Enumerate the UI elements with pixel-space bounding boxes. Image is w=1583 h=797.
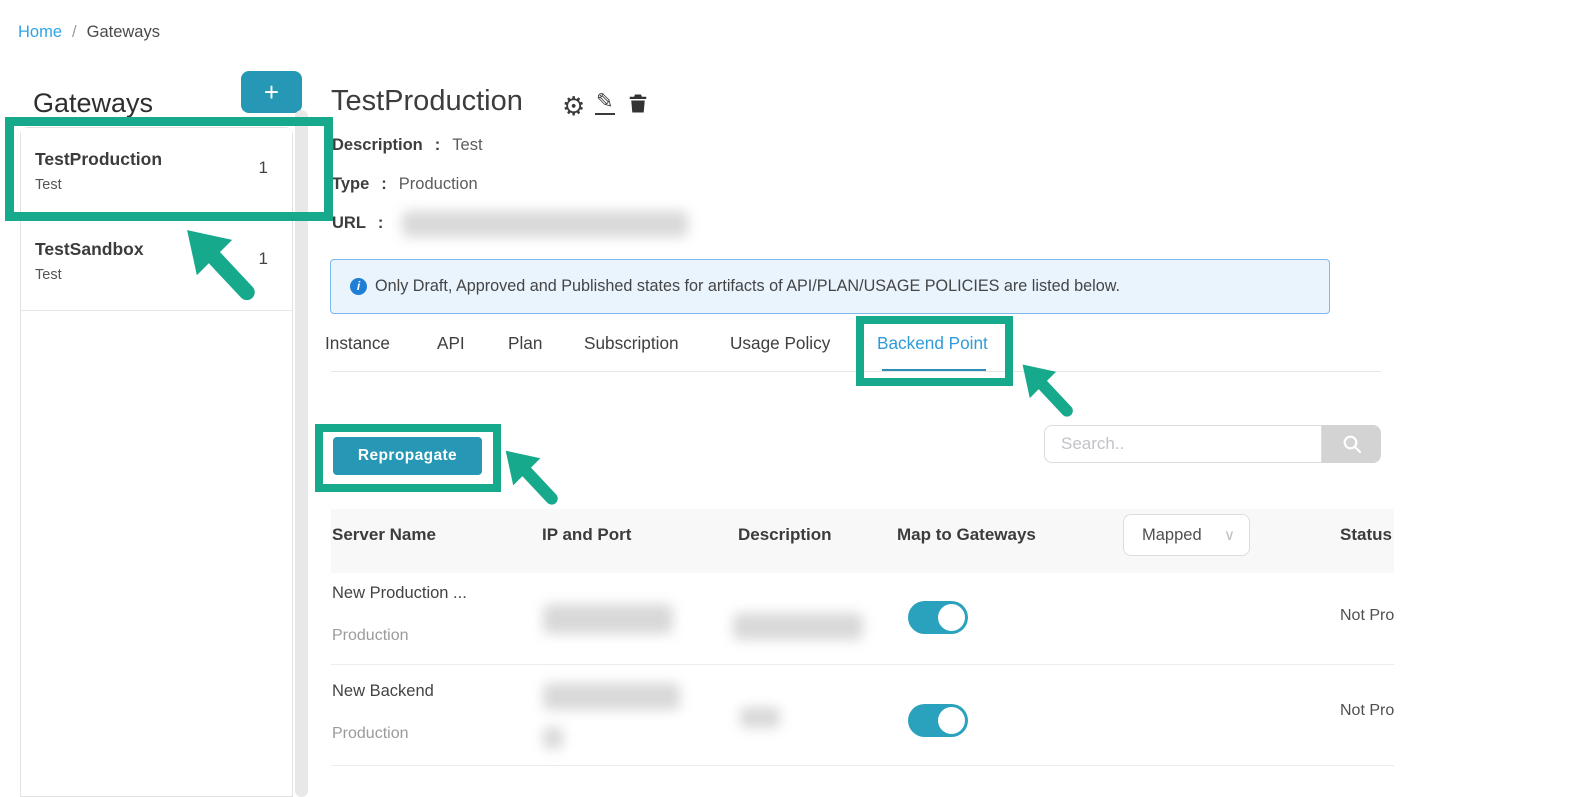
field-label: Description	[332, 136, 423, 154]
redacted-description-value	[740, 707, 780, 728]
search-button[interactable]	[1322, 425, 1381, 463]
tab-usage-policy[interactable]: Usage Policy	[730, 333, 831, 353]
column-header-status: Status	[1340, 525, 1392, 544]
toggle-knob	[938, 604, 965, 631]
server-name-cell: New Backend	[332, 682, 434, 700]
column-header-server-name: Server Name	[332, 525, 436, 544]
gateway-list-panel: TestProduction Test 1 TestSandbox Test 1	[20, 127, 293, 797]
settings-icon[interactable]: ⚙	[562, 91, 586, 121]
server-type-cell: Production	[332, 627, 409, 644]
server-type-cell: Production	[332, 725, 409, 742]
sidebar-scrollbar[interactable]	[295, 110, 308, 797]
map-to-gateway-toggle[interactable]	[908, 601, 968, 634]
redacted-ip-value	[543, 683, 680, 710]
mapped-filter-dropdown[interactable]: Mapped ∨	[1123, 514, 1250, 556]
field-separator: :	[381, 175, 387, 193]
page-title: TestProduction	[331, 85, 523, 117]
row-divider	[331, 765, 1394, 766]
tab-subscription[interactable]: Subscription	[584, 333, 679, 353]
field-label: URL	[332, 214, 366, 232]
edit-icon[interactable]: ✎	[595, 90, 615, 115]
column-header-ip-and-port: IP and Port	[542, 525, 632, 544]
field-label: Type	[332, 175, 370, 193]
status-cell: Not Propagated	[1340, 702, 1394, 719]
info-icon: i	[350, 278, 367, 295]
tab-api[interactable]: API	[437, 333, 465, 353]
field-description: Description: Test	[332, 136, 483, 155]
redacted-ip-value	[543, 604, 673, 634]
column-header-map-to-gateways: Map to Gateways	[897, 525, 1036, 544]
gateway-name: TestSandbox	[35, 239, 144, 259]
field-separator: :	[377, 214, 384, 232]
map-to-gateway-toggle[interactable]	[908, 704, 968, 737]
search-icon	[1343, 435, 1361, 454]
tab-plan[interactable]: Plan	[508, 333, 543, 353]
tab-backend-point[interactable]: Backend Point	[877, 333, 988, 353]
redacted-description-value	[733, 613, 863, 640]
info-banner-text: Only Draft, Approved and Published state…	[375, 277, 1120, 295]
delete-icon[interactable]	[629, 93, 647, 119]
breadcrumb-separator: /	[72, 23, 77, 41]
field-url: URL:	[332, 214, 395, 233]
breadcrumb: Home / Gateways	[18, 23, 160, 42]
gateway-count: 1	[258, 249, 268, 268]
repropagate-button[interactable]: Repropagate	[333, 437, 482, 475]
column-header-description: Description	[738, 525, 832, 544]
info-banner: i Only Draft, Approved and Published sta…	[330, 259, 1330, 314]
server-name-cell: New Production ...	[332, 584, 467, 602]
annotation-arrow-repropagate	[505, 450, 558, 505]
sidebar-title: Gateways	[33, 88, 154, 118]
gateway-description: Test	[35, 177, 62, 193]
gateway-name: TestProduction	[35, 149, 163, 169]
status-cell: Not Propagated	[1340, 607, 1394, 624]
annotation-arrow-backend-point-tab	[1022, 364, 1073, 417]
toggle-knob	[938, 707, 965, 734]
tabs-divider	[331, 371, 1381, 372]
viewport-clip: Home / Gateways Gateways + TestProduction …	[5, 23, 1394, 797]
breadcrumb-home-link[interactable]: Home	[18, 23, 63, 41]
table-row: New Production ... Production Not Propag…	[331, 573, 1394, 664]
field-value: Production	[398, 175, 478, 193]
row-divider	[331, 664, 1394, 665]
redacted-ip-value-line2	[543, 727, 563, 749]
gateway-count: 1	[258, 158, 268, 177]
add-gateway-button[interactable]: +	[241, 71, 302, 113]
gateway-list-item-testsandbox[interactable]: TestSandbox Test 1	[21, 216, 292, 311]
field-type: Type: Production	[332, 175, 478, 194]
active-tab-underline	[882, 369, 986, 372]
chevron-down-icon: ∨	[1224, 527, 1235, 544]
table-row: New Backend Production Not Propagated	[331, 665, 1394, 765]
field-value: Test	[452, 136, 483, 154]
mapped-filter-value: Mapped	[1142, 525, 1202, 544]
field-separator: :	[434, 136, 441, 154]
search-input[interactable]	[1044, 425, 1322, 463]
redacted-url-value	[402, 211, 688, 237]
breadcrumb-current: Gateways	[86, 23, 160, 41]
gateway-description: Test	[35, 267, 62, 283]
tab-instance[interactable]: Instance	[325, 333, 390, 353]
gateway-list-item-testproduction[interactable]: TestProduction Test 1	[21, 128, 292, 216]
